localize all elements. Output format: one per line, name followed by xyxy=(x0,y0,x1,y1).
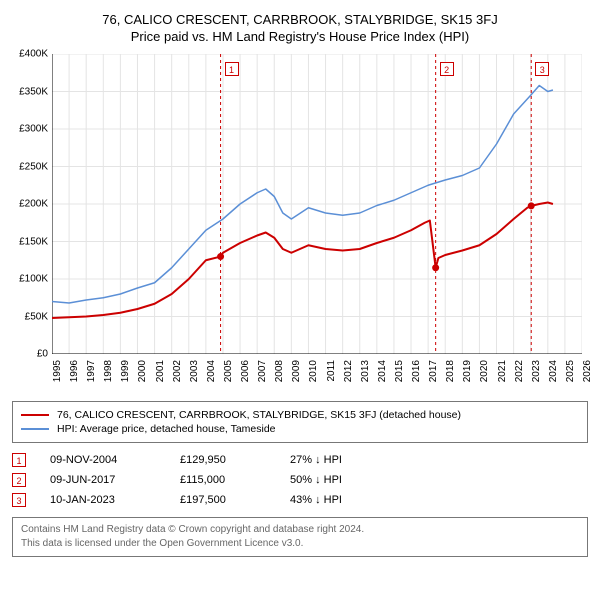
y-tick-label: £400K xyxy=(12,49,48,60)
sale-price: £115,000 xyxy=(180,474,290,486)
sale-pct: 43% ↓ HPI xyxy=(290,494,410,506)
sales-table: 1 09-NOV-2004 £129,950 27% ↓ HPI 2 09-JU… xyxy=(12,453,588,507)
legend-swatch xyxy=(21,414,49,416)
sale-marker: 1 xyxy=(12,453,26,467)
sale-date: 09-NOV-2004 xyxy=(50,454,180,466)
plot-area xyxy=(52,54,582,354)
legend-item: 76, CALICO CRESCENT, CARRBROOK, STALYBRI… xyxy=(21,409,579,421)
y-tick-label: £200K xyxy=(12,199,48,210)
legend-item: HPI: Average price, detached house, Tame… xyxy=(21,423,579,435)
chart-container: 76, CALICO CRESCENT, CARRBROOK, STALYBRI… xyxy=(0,0,600,565)
sale-date: 09-JUN-2017 xyxy=(50,474,180,486)
event-marker: 3 xyxy=(535,62,549,76)
legend-label: 76, CALICO CRESCENT, CARRBROOK, STALYBRI… xyxy=(57,409,461,421)
title-address: 76, CALICO CRESCENT, CARRBROOK, STALYBRI… xyxy=(12,12,588,27)
sale-date: 10-JAN-2023 xyxy=(50,494,180,506)
sales-row: 3 10-JAN-2023 £197,500 43% ↓ HPI xyxy=(12,493,588,507)
sale-pct: 27% ↓ HPI xyxy=(290,454,410,466)
legend-swatch xyxy=(21,428,49,430)
y-tick-label: £350K xyxy=(12,86,48,97)
y-tick-label: £250K xyxy=(12,161,48,172)
sale-pct: 50% ↓ HPI xyxy=(290,474,410,486)
chart-svg xyxy=(52,54,582,354)
event-marker: 2 xyxy=(440,62,454,76)
y-tick-label: £100K xyxy=(12,274,48,285)
legend: 76, CALICO CRESCENT, CARRBROOK, STALYBRI… xyxy=(12,401,588,443)
y-tick-label: £50K xyxy=(12,311,48,322)
sale-price: £197,500 xyxy=(180,494,290,506)
sale-marker: 3 xyxy=(12,493,26,507)
title-subtitle: Price paid vs. HM Land Registry's House … xyxy=(12,29,588,44)
x-tick-label: 2026 xyxy=(582,360,600,382)
legend-label: HPI: Average price, detached house, Tame… xyxy=(57,423,276,435)
chart: £0 £50K £100K £150K £200K £250K £300K £350K £400… xyxy=(12,50,588,395)
footer-line: Contains HM Land Registry data © Crown c… xyxy=(21,523,579,537)
event-marker: 1 xyxy=(225,62,239,76)
y-tick-label: £300K xyxy=(12,124,48,135)
footer: Contains HM Land Registry data © Crown c… xyxy=(12,517,588,557)
footer-line: This data is licensed under the Open Gov… xyxy=(21,537,579,551)
y-tick-label: £0 xyxy=(12,349,48,360)
y-tick-label: £150K xyxy=(12,236,48,247)
sale-price: £129,950 xyxy=(180,454,290,466)
sales-row: 2 09-JUN-2017 £115,000 50% ↓ HPI xyxy=(12,473,588,487)
sales-row: 1 09-NOV-2004 £129,950 27% ↓ HPI xyxy=(12,453,588,467)
sale-marker: 2 xyxy=(12,473,26,487)
